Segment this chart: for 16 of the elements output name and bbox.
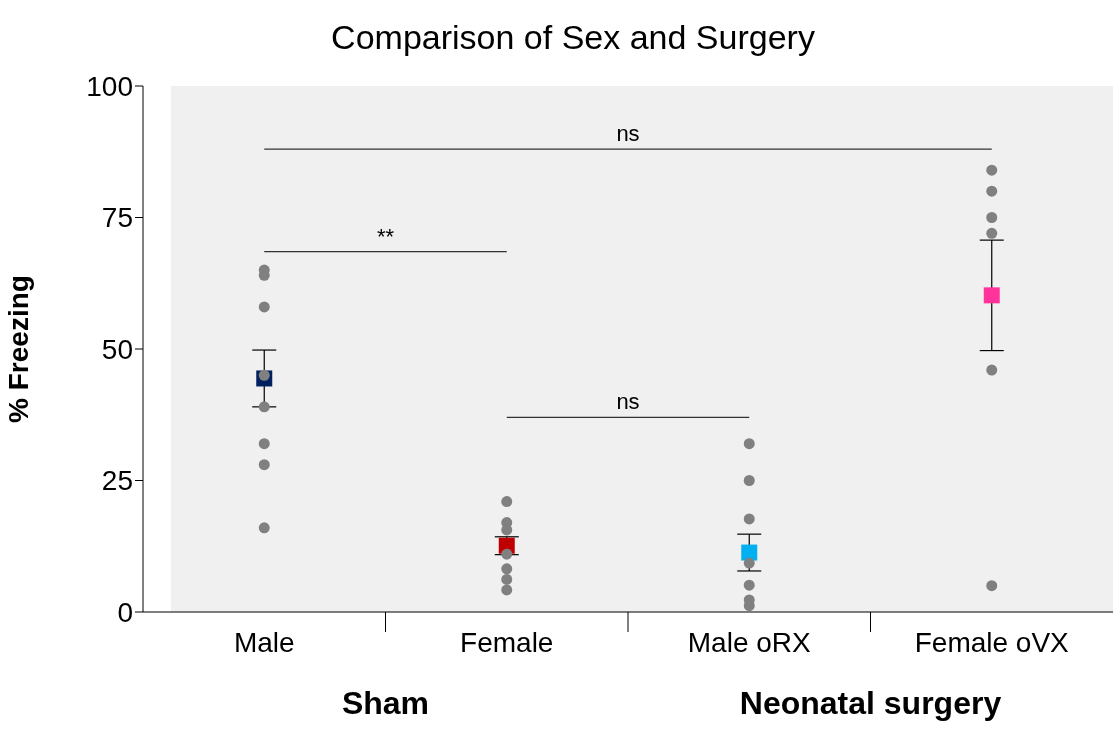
annotation: ns	[616, 389, 640, 415]
x-tick-label: Female	[460, 627, 554, 658]
chart-title: Comparison of Sex and Surgery	[330, 18, 816, 57]
annotation: ns	[616, 121, 640, 147]
text: Sham	[341, 685, 430, 721]
text: Neonatal surgery	[739, 685, 1002, 721]
x-tick-label: Female oVX	[914, 627, 1070, 658]
y-tick-label: 50	[101, 333, 133, 365]
x-tick-label: Male	[233, 627, 295, 658]
y-axis-title: % Freezing	[2, 275, 34, 423]
y-tick-label: 25	[101, 465, 133, 497]
y-tick-label: 75	[101, 202, 133, 234]
annotation: **	[376, 223, 395, 249]
y-tick-label: 0	[117, 596, 133, 628]
x-tick-label: Male oRX	[687, 627, 812, 658]
y-tick-label: 100	[86, 70, 133, 102]
